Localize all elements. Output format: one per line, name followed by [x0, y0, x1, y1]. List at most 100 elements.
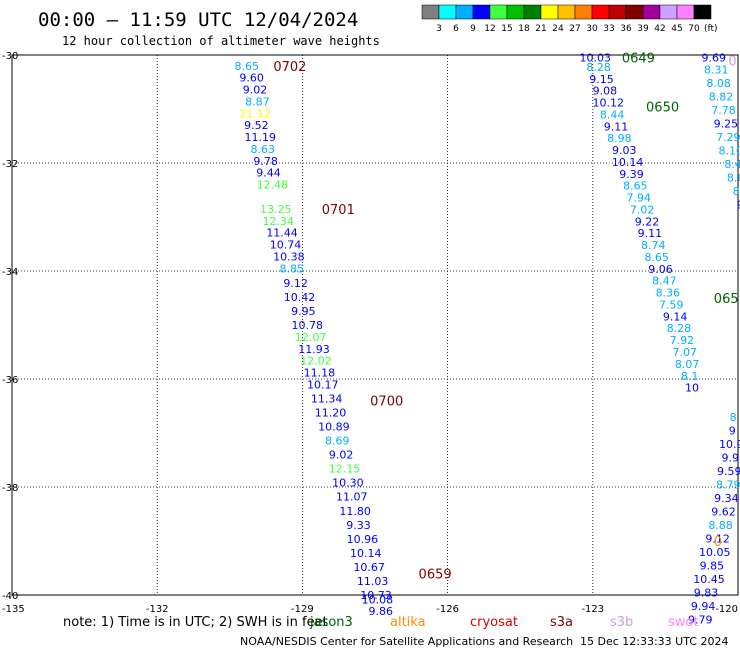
pass-time-label: 0	[728, 54, 736, 69]
swh-value-label: 8.98	[607, 132, 632, 145]
legend-tick-label: 27	[569, 24, 580, 34]
swh-value-label: 7.78	[711, 104, 736, 117]
generated-timestamp: 15 Dec 12:33:33 UTC 2024	[580, 635, 728, 648]
swh-value-label: 9.22	[635, 215, 660, 228]
swh-value-label: 10.30	[332, 477, 364, 490]
credit-line: NOAA/NESDIS Center for Satellite Applica…	[240, 635, 573, 648]
wave-height-values: 8.659.609.028.8721.129.5211.198.639.789.…	[234, 52, 740, 627]
pass-time-label: 0701	[322, 203, 355, 218]
swh-value-label: 10.9	[719, 438, 740, 451]
legend-tick-label: 18	[518, 24, 530, 34]
swh-value-label: 9.33	[346, 519, 371, 532]
swh-value-label: 9.11	[638, 227, 663, 240]
swh-value-label: 10.03	[579, 52, 611, 65]
swh-value-label: 8.07	[675, 358, 700, 371]
swh-value-label: 8.87	[245, 95, 270, 108]
swh-value-label: 8.74	[641, 239, 666, 252]
legend-swatch	[642, 4, 661, 20]
legend-swatch	[540, 4, 559, 20]
swh-value-label: 10.17	[307, 378, 339, 391]
legend-tick-label: 36	[620, 24, 632, 34]
swh-value-label: 10.96	[347, 533, 379, 546]
grid-lines	[12, 55, 738, 595]
swh-value-label: 10.45	[693, 573, 725, 586]
swh-value-label: 8.6	[727, 172, 740, 185]
legend-swatch	[574, 4, 593, 20]
pass-time-label: 0650	[646, 100, 679, 115]
pass-time-label: 0702	[273, 60, 306, 75]
swh-value-label: 9.62	[711, 505, 736, 518]
pass-time-label: 0649	[622, 52, 655, 67]
swh-value-label: 9.39	[619, 168, 644, 181]
x-tick-label: -135	[2, 604, 25, 615]
swh-value-label: 9.86	[369, 605, 394, 618]
swh-value-label: 10.74	[270, 239, 302, 252]
x-axis-ticks: -135 -132 -129 -126 -123 -120	[2, 604, 738, 615]
legend-swatch	[557, 4, 576, 20]
swh-value-label: 10.73	[360, 589, 392, 602]
swh-value-label: 9.03	[612, 144, 637, 157]
y-tick-label: -38	[2, 483, 18, 494]
swh-value-label: 8.82	[709, 91, 734, 104]
legend-tick-label: 9	[470, 24, 476, 34]
swh-value-label: 10.12	[593, 97, 625, 110]
legend-unit: (ft)	[704, 24, 718, 34]
swh-value-label: 7.92	[670, 334, 695, 347]
swh-value-label: 9.11	[604, 120, 629, 133]
swh-value-label: 8.65	[234, 60, 259, 73]
color-legend: 3 6 9 12 15 18 21 24 27 30 33 36 39 42 45 70 (ft)	[421, 4, 718, 34]
swh-value-label: 11.20	[315, 406, 347, 419]
swh-value-label: 10.67	[353, 561, 385, 574]
swh-value-label: 8.36	[656, 287, 681, 300]
swh-value-label: 9.95	[291, 305, 316, 318]
swh-value-label: 9.85	[700, 559, 725, 572]
x-tick-label: -120	[715, 604, 738, 615]
legend-swatch	[438, 4, 457, 20]
swh-value-label: 8	[730, 411, 737, 424]
swh-value-label: 10	[685, 382, 699, 395]
y-tick-label: -32	[2, 159, 18, 170]
swh-value-label: 9.12	[283, 277, 308, 290]
swh-value-label: 11.19	[245, 131, 277, 144]
swh-value-label: 9.44	[256, 167, 281, 180]
chart-title: 00:00 – 11:59 UTC 12/04/2024	[38, 9, 358, 31]
legend-swatch	[472, 4, 491, 20]
swh-value-label: 10.08	[362, 593, 394, 606]
swh-value-label: 8.69	[325, 435, 350, 448]
swh-value-label: 12.48	[257, 179, 289, 192]
plot-frame	[11, 54, 739, 596]
footnote: note: 1) Time is in UTC; 2) SWH is in fe…	[63, 615, 328, 630]
satellite-label: cryosat	[470, 615, 518, 630]
swh-value-label: 12.02	[300, 355, 332, 368]
swh-value-label: 7.59	[659, 298, 684, 311]
swh-value-label: 11.07	[336, 491, 368, 504]
legend-tick-label: 33	[603, 24, 614, 34]
legend-swatch	[523, 4, 542, 20]
legend-tick-label: 15	[501, 24, 512, 34]
swh-value-label: 7.07	[673, 346, 698, 359]
swh-value-label: 11.34	[311, 392, 343, 405]
swh-value-label: 9	[729, 424, 736, 437]
legend-tick-label: 24	[552, 24, 564, 34]
swh-value-label: 9.25	[714, 118, 739, 131]
swh-value-label: 12.34	[262, 215, 294, 228]
chart-subtitle: 12 hour collection of altimeter wave hei…	[62, 34, 380, 48]
swh-value-label: 8.88	[708, 519, 733, 532]
legend-swatch	[625, 4, 644, 20]
legend-tick-label: 3	[436, 24, 442, 34]
legend-swatch	[455, 4, 474, 20]
y-tick-label: -40	[2, 591, 18, 602]
swh-value-label: 11.44	[266, 227, 298, 240]
legend-tick-label: 12	[484, 24, 495, 34]
pass-time-label: 0700	[370, 395, 403, 410]
swh-value-label: 8.28	[667, 322, 692, 335]
x-tick-label: -126	[436, 604, 459, 615]
swh-value-label: 21.12	[239, 107, 271, 120]
swh-value-label: 10.89	[318, 421, 350, 434]
x-tick-label: -123	[581, 604, 604, 615]
legend-tick-label: 45	[671, 24, 682, 34]
satellite-label: jason3	[309, 615, 353, 630]
swh-value-label: 11.93	[298, 343, 330, 356]
y-tick-label: -34	[2, 267, 18, 278]
